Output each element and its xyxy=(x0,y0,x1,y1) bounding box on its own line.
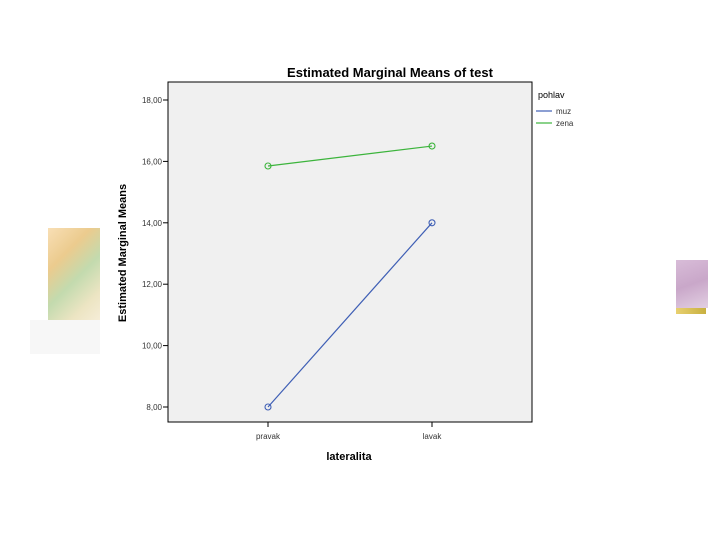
x-axis: pravak lavak xyxy=(256,422,442,441)
decorative-image-left xyxy=(48,228,100,320)
plot-area xyxy=(167,81,533,423)
data-point xyxy=(264,403,272,411)
legend: pohlav muz zena xyxy=(536,90,574,128)
decorative-image-left-shadow xyxy=(30,320,100,354)
legend-title: pohlav xyxy=(538,90,565,100)
y-axis-title: Estimated Marginal Means xyxy=(117,184,129,322)
y-tick-label: 18,00 xyxy=(142,96,163,105)
data-point xyxy=(264,162,272,170)
x-tick-label: pravak xyxy=(256,432,281,441)
series-line xyxy=(267,145,433,167)
data-point xyxy=(428,142,436,150)
y-tick-label: 8,00 xyxy=(146,403,162,412)
y-tick-label: 12,00 xyxy=(142,280,163,289)
data-point xyxy=(428,219,436,227)
decorative-image-right xyxy=(676,260,708,308)
legend-label: muz xyxy=(556,107,571,116)
y-axis: 8,00 10,00 12,00 14,00 16,00 18,00 xyxy=(142,96,168,412)
series-line xyxy=(267,222,433,408)
series-layer xyxy=(264,142,436,411)
x-tick-label: lavak xyxy=(423,432,443,441)
y-tick-label: 10,00 xyxy=(142,342,163,351)
decorative-image-right-strip xyxy=(676,308,706,314)
x-axis-title: lateralita xyxy=(326,451,372,463)
y-tick-label: 14,00 xyxy=(142,219,163,228)
legend-label: zena xyxy=(556,119,574,128)
y-tick-label: 16,00 xyxy=(142,157,163,166)
chart-title: Estimated Marginal Means of test xyxy=(287,65,494,80)
